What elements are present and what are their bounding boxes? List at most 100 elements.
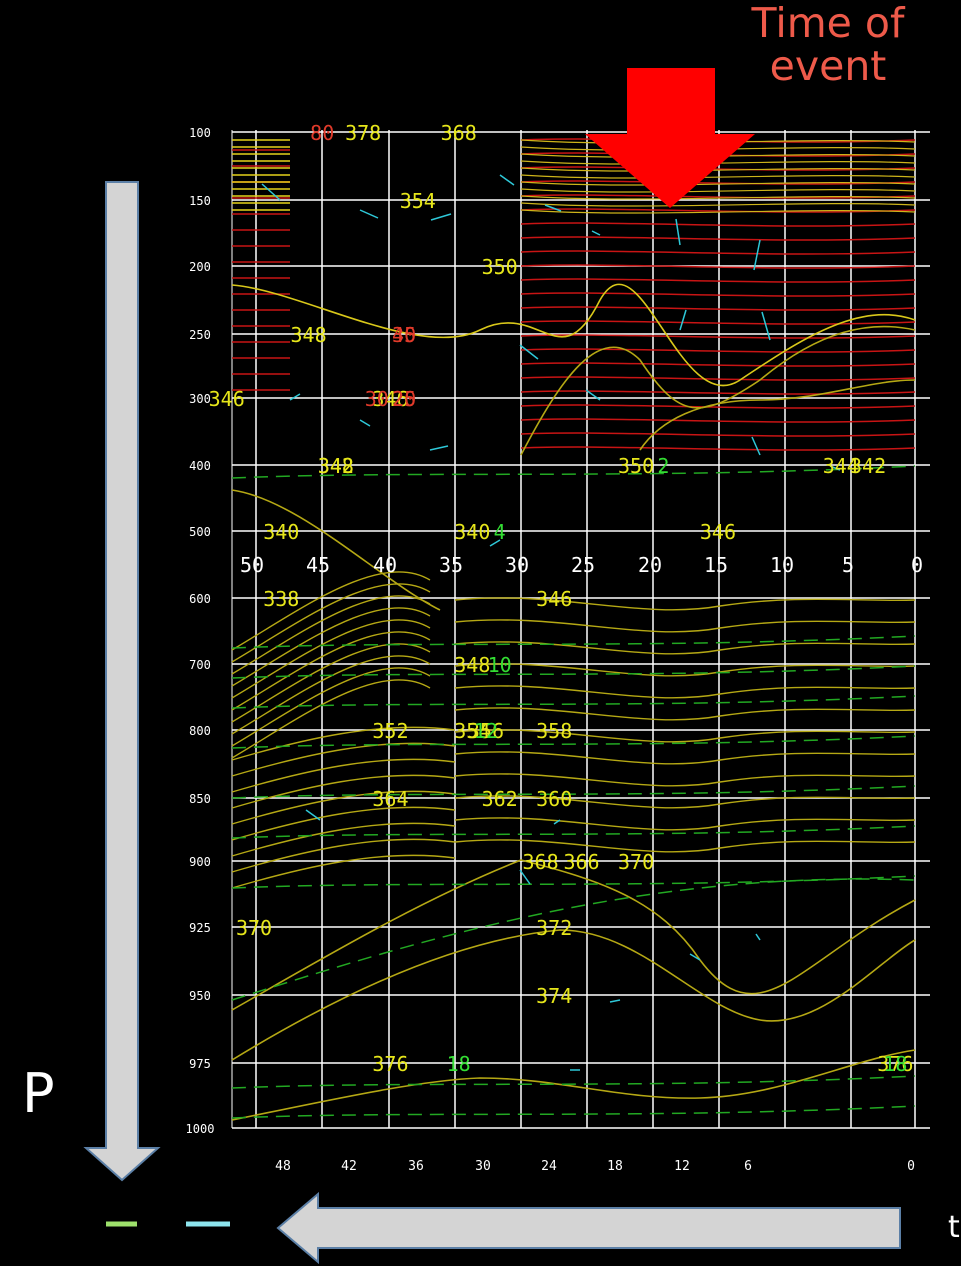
wind-speed-label: 25 [392, 387, 416, 411]
mid-axis-label: 0 [911, 553, 923, 577]
mixing-ratio-contour [231, 665, 916, 679]
pressure-tick-label: 900 [189, 855, 211, 869]
theta-e-label: 346 [700, 520, 736, 544]
wind-speed-contour [520, 306, 916, 311]
theta-e-contour [231, 726, 456, 761]
pressure-tick-label: 150 [189, 194, 211, 208]
theta-e-contour [231, 283, 916, 387]
mixing-ratio-contour [231, 785, 916, 799]
theta-e-contour [454, 751, 916, 765]
theta-e-contour [231, 631, 431, 711]
theta-e-label: 346 [209, 387, 245, 411]
theta-e-label: 372 [536, 916, 572, 940]
mixing-ratio-contour [231, 735, 916, 749]
theta-e-label: 360 [536, 787, 572, 811]
theta-e-label: 370 [236, 916, 272, 940]
mixing-ratio-contour [231, 635, 916, 649]
mixing-ratio-contour [231, 465, 916, 479]
pressure-tick-label: 300 [189, 392, 211, 406]
wind-speed-contour [520, 334, 916, 339]
theta-e-label: 338 [263, 587, 299, 611]
wind-speed-contour [520, 320, 916, 325]
theta-e-contour [231, 655, 431, 735]
wind-speed-contour [520, 292, 916, 297]
wind-vector [585, 389, 601, 401]
theta-e-label: 364 [372, 787, 408, 811]
pressure-tick-label: 1000 [186, 1122, 215, 1136]
wind-vector [544, 204, 562, 212]
time-arrow [276, 1191, 901, 1265]
mid-axis-label: 30 [505, 553, 529, 577]
time-tick-label: 12 [674, 1159, 690, 1174]
mid-axis-label: 25 [571, 553, 595, 577]
wind-vector [679, 309, 687, 331]
wind-vector [609, 999, 621, 1003]
time-tick-label: 48 [275, 1159, 291, 1174]
wind-speed-contour [520, 222, 916, 227]
wind-vector [489, 539, 501, 547]
theta-e-contour [231, 859, 916, 1011]
mid-axis-label: 10 [770, 553, 794, 577]
wind-vector [359, 419, 371, 427]
theta-e-contour [454, 685, 916, 699]
pressure-axis-labels: 100 150 200 250 300 400 500 600 700 800 850 900 925 9… [186, 126, 215, 1136]
theta-e-contour [231, 838, 456, 873]
mid-axis-label: 20 [638, 553, 662, 577]
theta-e-contour [231, 667, 431, 747]
pressure-tick-label: 700 [189, 658, 211, 672]
theta-e-contour [520, 209, 916, 214]
time-tick-label: 24 [541, 1159, 557, 1174]
pressure-tick-label: 925 [189, 921, 211, 935]
pressure-tick-label: 950 [189, 989, 211, 1003]
wind-vector [499, 174, 515, 186]
theta-e-contour [454, 597, 916, 611]
wind-speed-contour [520, 446, 916, 451]
pressure-tick-label: 100 [189, 126, 211, 140]
theta-e-label: 344 [823, 454, 859, 478]
theta-e-contour [454, 795, 916, 809]
mid-axis-label: 15 [704, 553, 728, 577]
plot-grid [231, 130, 930, 1129]
pressure-tick-label: 600 [189, 592, 211, 606]
theta-e-contour [520, 181, 916, 186]
theta-e-contour [231, 854, 456, 889]
mixing-ratio-contour [231, 875, 916, 889]
wind-speed-label: 35 [392, 323, 416, 347]
pressure-tick-label: 500 [189, 525, 211, 539]
theta-e-contour [520, 167, 916, 172]
theta-e-contour [454, 619, 916, 633]
theta-e-contour [231, 790, 456, 825]
theta-e-contour [454, 707, 916, 721]
mixing-ratio-contour [231, 695, 916, 709]
mid-axis-label: 40 [373, 553, 397, 577]
time-tick-label: 36 [408, 1159, 424, 1174]
wind-vector [755, 933, 761, 941]
theta-e-label: 350 [618, 454, 654, 478]
time-tick-label: 6 [744, 1159, 752, 1174]
wind-vector [591, 230, 601, 236]
theta-e-contour [454, 839, 916, 853]
wind-speed-contour [520, 194, 916, 199]
wind-vector [553, 819, 561, 825]
pressure-arrow-label: P [22, 1062, 55, 1125]
mixing-ratio-label: 4 [494, 520, 506, 544]
mixing-ratio-contour [231, 825, 916, 839]
wind-vector [829, 465, 841, 471]
mixing-ratio-contour [231, 878, 916, 1001]
mixing-ratio-contour [231, 1075, 916, 1089]
time-arrow-label: t [948, 1210, 960, 1245]
time-tick-label: 18 [607, 1159, 623, 1174]
wind-speed-contour [520, 390, 916, 395]
wind-speed-contour [520, 278, 916, 283]
time-tick-label: 30 [475, 1159, 491, 1174]
wind-speed-label: 20 [392, 387, 416, 411]
theta-e-contour [231, 619, 431, 699]
time-tick-label: 42 [341, 1159, 357, 1174]
wind-speed-contour [520, 348, 916, 353]
theta-e-contour [520, 188, 916, 193]
contour-lines [231, 138, 916, 1121]
wind-vector [519, 344, 539, 360]
theta-e-label: 362 [482, 787, 518, 811]
